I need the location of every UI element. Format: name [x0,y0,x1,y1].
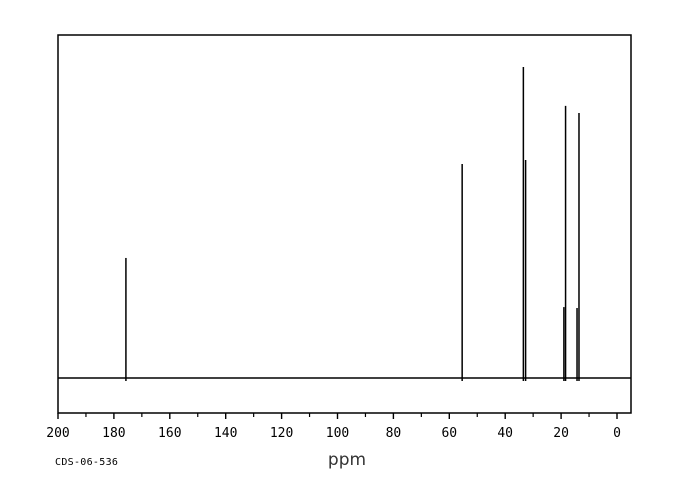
x-axis-unit-label: ppm [327,450,367,470]
x-axis-tick-label: 140 [214,426,237,441]
x-axis-tick-label: 20 [553,426,569,441]
x-axis-tick-label: 100 [326,426,349,441]
spectrum-id-label: CDS-06-536 [55,457,119,468]
x-axis-tick-label: 40 [497,426,513,441]
x-axis-tick-label: 120 [270,426,293,441]
x-axis-tick-label: 80 [386,426,402,441]
plot-frame [57,34,632,414]
x-axis-tick-label: 200 [46,426,69,441]
x-axis-tick-label: 160 [158,426,181,441]
x-axis-tick-label: 0 [613,426,621,441]
x-axis-tick-label: 180 [102,426,125,441]
x-axis-tick-label: 60 [441,426,457,441]
